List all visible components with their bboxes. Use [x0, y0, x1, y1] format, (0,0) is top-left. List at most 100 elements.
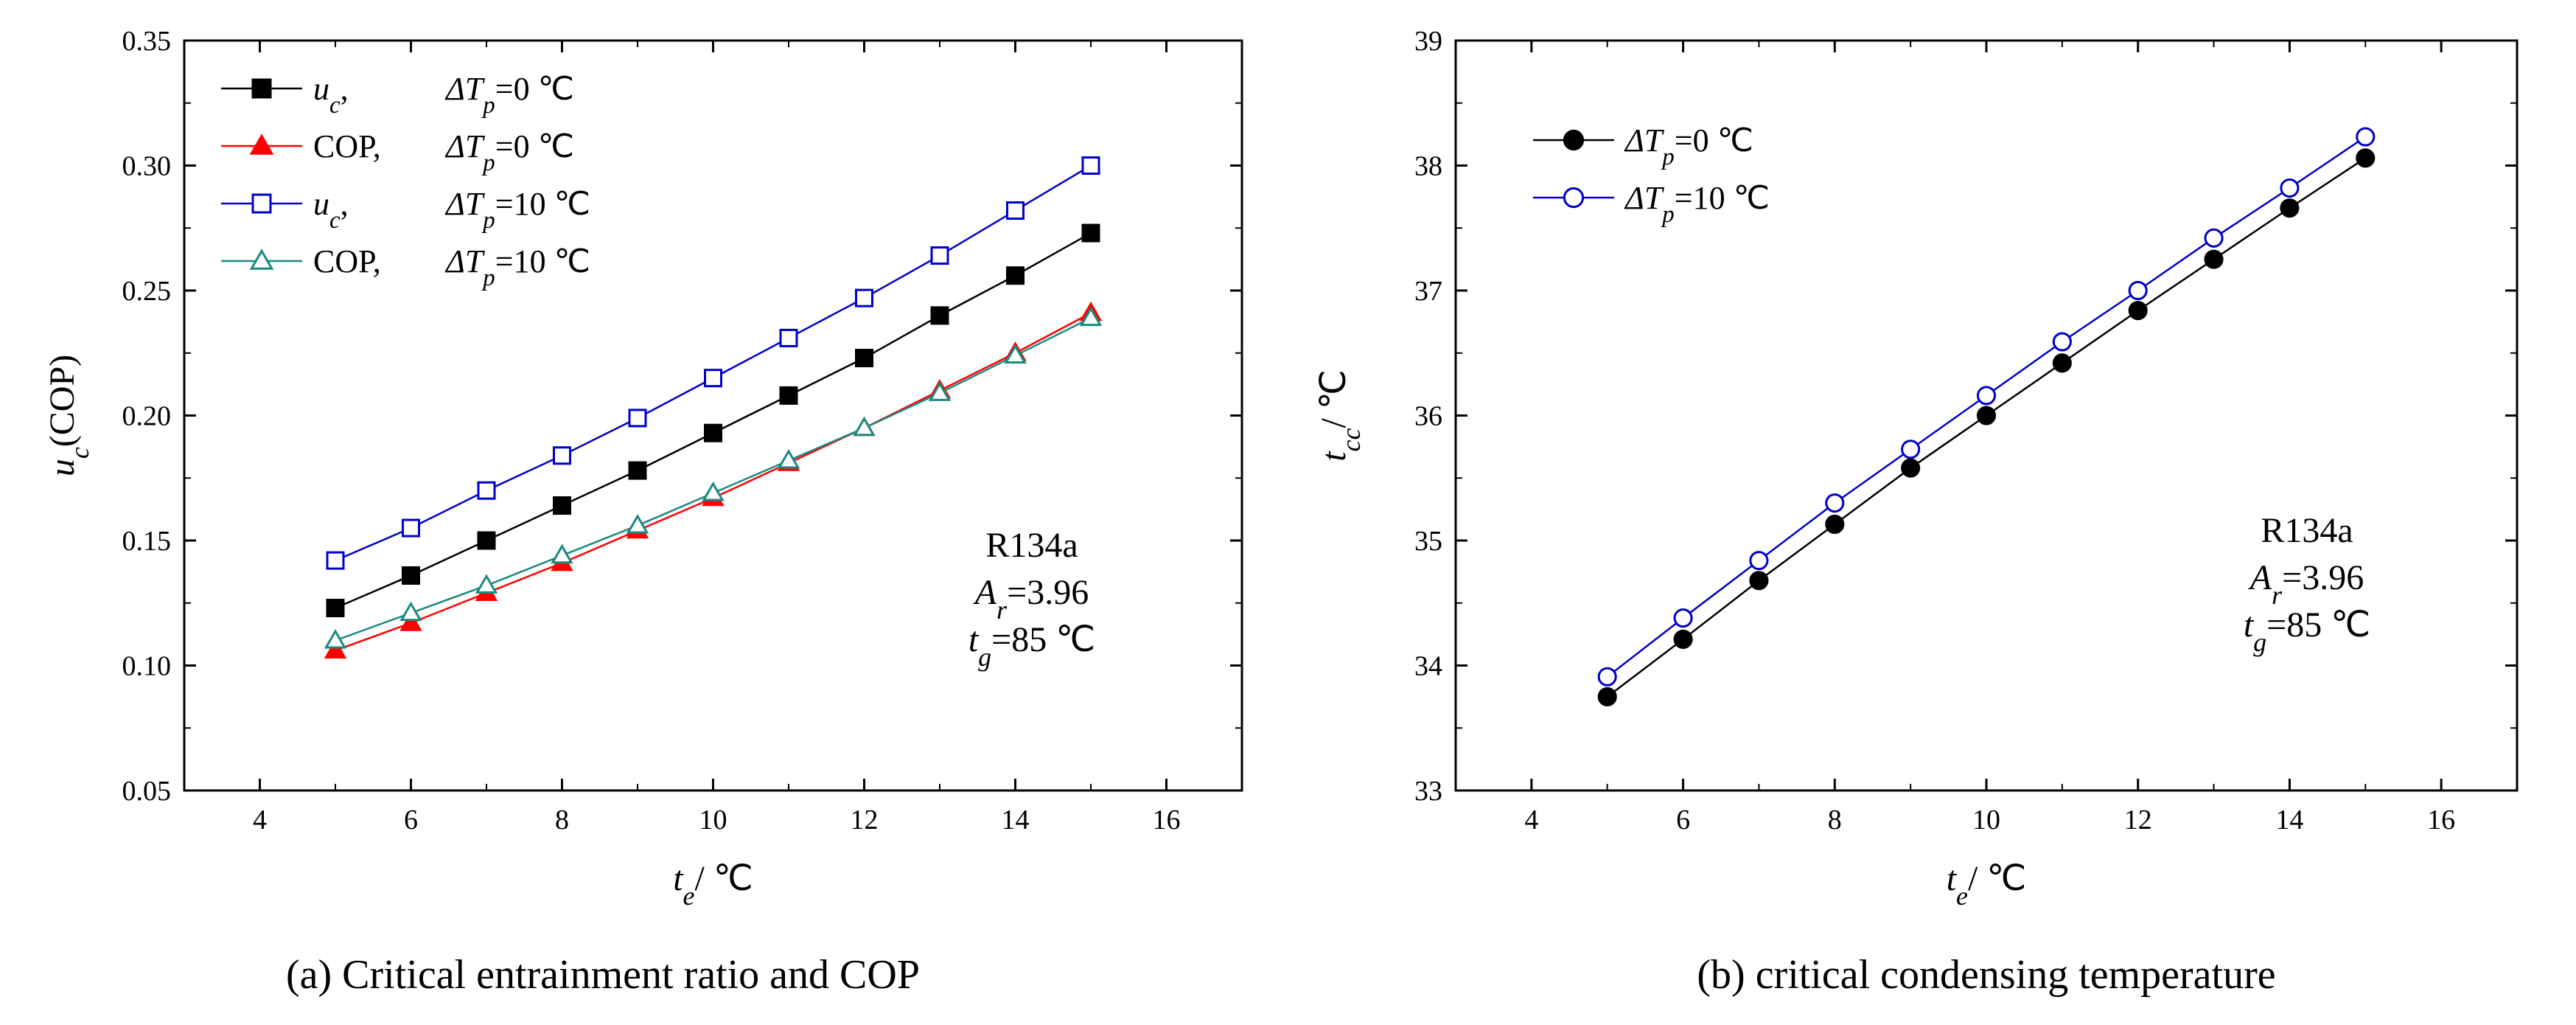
- legend-label-value: ΔTp=10 ℃: [1624, 180, 1770, 228]
- y-tick-label: 0.10: [122, 651, 172, 682]
- x-axis-label: te/ ℃: [1947, 859, 2027, 911]
- series-1: [1597, 127, 2376, 687]
- x-tick-label: 16: [2427, 805, 2455, 835]
- data-point: [1825, 493, 1845, 513]
- x-tick-label: 16: [1153, 805, 1181, 835]
- x-tick-label: 6: [404, 805, 418, 835]
- legend-entry: uc, ΔTp=10 ℃: [221, 186, 590, 234]
- annotation-line: tg=85 ℃: [968, 620, 1095, 672]
- chart-b: 4 6 8 10 12 14 16 33 34 35 36 37 38 39 te/ ℃ tcc/ ℃ ΔTp=…: [1314, 26, 2519, 998]
- x-axis: 4 6 8 10 12 14 16: [184, 41, 1243, 835]
- data-point: [1901, 458, 1921, 478]
- data-point: [779, 328, 798, 347]
- chart-caption: (b) critical condensing temperature: [1697, 952, 2275, 998]
- legend-label-lead: uc,: [313, 71, 349, 119]
- data-point: [2052, 353, 2072, 373]
- data-point: [1673, 629, 1693, 649]
- data-point: [1976, 386, 1997, 406]
- x-tick-label: 12: [851, 805, 879, 835]
- data-point: [1825, 514, 1845, 535]
- data-point: [1597, 667, 1617, 687]
- data-point: [930, 306, 949, 325]
- legend-marker: [251, 78, 272, 99]
- legend-marker: [1563, 129, 1585, 151]
- data-point: [2128, 301, 2148, 321]
- series-0: [1597, 148, 2376, 706]
- legend-entry: uc, ΔTp=0 ℃: [221, 71, 574, 119]
- legend-entry: COP, ΔTp=0 ℃: [221, 128, 574, 176]
- legend: ΔTp=0 ℃ ΔTp=10 ℃: [1533, 122, 1770, 228]
- data-point: [1597, 687, 1617, 706]
- data-point: [324, 628, 347, 649]
- x-tick-label: 8: [555, 805, 569, 835]
- data-point: [855, 349, 873, 368]
- x-tick-label: 10: [699, 805, 727, 835]
- data-point: [928, 381, 952, 401]
- legend-label-value: ΔTp=0 ℃: [444, 71, 574, 119]
- data-point: [930, 246, 949, 265]
- x-tick-label: 6: [1676, 805, 1690, 835]
- x-axis: 4 6 8 10 12 14 16: [1455, 41, 2518, 835]
- y-axis-label: tcc/ ℃: [1314, 369, 1366, 462]
- legend-label-lead: COP,: [313, 243, 381, 279]
- data-point: [402, 518, 420, 538]
- legend-entry: ΔTp=10 ℃: [1533, 180, 1770, 228]
- data-point: [704, 423, 722, 442]
- data-point: [551, 543, 573, 564]
- data-point: [704, 369, 722, 388]
- annotation-line: Ar=3.96: [2248, 558, 2364, 610]
- x-tick-label: 10: [1972, 805, 2000, 835]
- x-tick-label: 8: [1828, 805, 1842, 835]
- data-point: [1749, 571, 1769, 591]
- data-point: [2204, 228, 2224, 248]
- data-point: [1673, 608, 1693, 628]
- data-point: [477, 481, 496, 500]
- y-tick-label: 0.25: [122, 276, 172, 307]
- series-3: [324, 306, 1103, 649]
- legend: uc, ΔTp=0 ℃ COP, ΔTp=0 ℃ uc, ΔTp=10 ℃ COP, ΔTp=…: [221, 71, 590, 291]
- data-point: [1749, 551, 1769, 571]
- y-tick-label: 37: [1414, 276, 1442, 307]
- data-point: [1976, 406, 1997, 425]
- legend-label-value: ΔTp=10 ℃: [444, 186, 590, 234]
- data-point: [402, 566, 420, 585]
- y-axis: 33 34 35 36 37 38 39: [1414, 26, 2517, 807]
- data-point: [1006, 201, 1025, 220]
- data-point: [626, 514, 649, 534]
- data-point: [2052, 332, 2072, 352]
- annotation-line: R134a: [2261, 511, 2353, 550]
- data-point: [1081, 223, 1100, 243]
- data-point: [324, 639, 347, 659]
- data-point: [1006, 266, 1025, 285]
- data-point: [2356, 148, 2376, 168]
- data-point: [2280, 178, 2300, 198]
- x-tick-label: 4: [253, 805, 267, 835]
- x-tick-label: 14: [1002, 805, 1030, 835]
- data-point: [399, 611, 422, 631]
- data-point: [2356, 127, 2376, 147]
- data-point: [702, 481, 725, 501]
- data-point: [1081, 156, 1100, 175]
- legend-marker: [1563, 187, 1585, 209]
- x-tick-label: 4: [1524, 805, 1538, 835]
- annotation-line: Ar=3.96: [973, 573, 1089, 625]
- annotation-line: tg=85 ℃: [2244, 605, 2370, 657]
- chart-a: 4 6 8 10 12 14 16 0.05 0.10 0.15 0.20 0.25 0.30 0.35 t…: [43, 26, 1243, 998]
- y-tick-label: 0.20: [122, 401, 172, 432]
- x-tick-label: 12: [2124, 805, 2152, 835]
- x-axis-label: te/ ℃: [673, 859, 753, 911]
- data-point: [326, 551, 345, 570]
- legend-label-value: ΔTp=0 ℃: [444, 128, 574, 176]
- series-0: [326, 223, 1100, 618]
- legend-label-value: ΔTp=10 ℃: [444, 243, 590, 291]
- legend-marker: [251, 193, 272, 214]
- y-tick-label: 0.35: [122, 26, 172, 57]
- y-tick-label: 0.15: [122, 526, 172, 557]
- data-point: [1901, 439, 1921, 459]
- data-point: [399, 601, 422, 622]
- data-point: [855, 288, 873, 308]
- legend-entry: COP, ΔTp=10 ℃: [221, 243, 590, 291]
